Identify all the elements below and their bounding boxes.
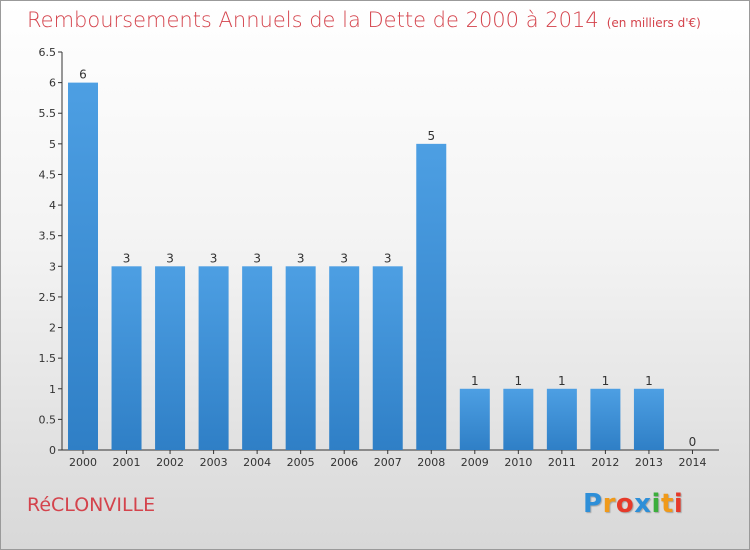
bar xyxy=(329,266,360,450)
y-tick-label: 1 xyxy=(49,383,56,396)
chart-unit-note: (en milliers d'€) xyxy=(606,16,701,30)
bar xyxy=(285,266,316,450)
data-label: 3 xyxy=(253,251,261,265)
x-tick-label: 2002 xyxy=(156,456,184,469)
x-tick-label: 2011 xyxy=(548,456,576,469)
bar xyxy=(633,388,664,450)
bar xyxy=(68,82,98,450)
x-tick-label: 2007 xyxy=(374,456,402,469)
data-label: 1 xyxy=(515,374,523,388)
data-label: 3 xyxy=(123,251,131,265)
data-label: 1 xyxy=(645,374,653,388)
y-tick-label: 5 xyxy=(49,138,56,151)
data-label: 3 xyxy=(297,251,305,265)
data-label: 1 xyxy=(471,374,479,388)
bar xyxy=(155,266,186,450)
bar xyxy=(111,266,142,450)
bar xyxy=(459,388,490,450)
x-tick-label: 2012 xyxy=(591,456,619,469)
y-tick-label: 6 xyxy=(49,77,56,90)
bar xyxy=(198,266,229,450)
logo-letter: i xyxy=(651,489,661,519)
y-tick-label: 2 xyxy=(49,322,56,335)
bar xyxy=(372,266,403,450)
x-tick-label: 2000 xyxy=(69,456,97,469)
y-tick-label: 4 xyxy=(49,199,56,212)
data-label: 3 xyxy=(210,251,218,265)
data-label: 3 xyxy=(166,251,174,265)
data-label: 5 xyxy=(427,129,435,143)
x-tick-label: 2014 xyxy=(678,456,706,469)
x-tick-label: 2004 xyxy=(243,456,271,469)
x-tick-label: 2001 xyxy=(113,456,141,469)
bar xyxy=(590,388,621,450)
chart-title-main: Remboursements Annuels de la Dette de 20… xyxy=(27,8,599,32)
y-tick-label: 4.5 xyxy=(39,168,57,181)
y-tick-label: 3 xyxy=(49,260,56,273)
data-label: 3 xyxy=(340,251,348,265)
y-tick-label: 3.5 xyxy=(39,230,57,243)
logo-letter: t xyxy=(660,489,674,519)
chart-title: Remboursements Annuels de la Dette de 20… xyxy=(27,8,701,32)
bar xyxy=(416,143,447,450)
x-tick-label: 2006 xyxy=(330,456,358,469)
bar xyxy=(242,266,273,450)
y-tick-label: 0 xyxy=(49,444,56,457)
data-label: 6 xyxy=(79,68,87,82)
logo-letter: r xyxy=(602,489,616,519)
bar xyxy=(546,388,577,450)
x-tick-label: 2009 xyxy=(461,456,489,469)
x-tick-label: 2013 xyxy=(635,456,663,469)
logo-letter: o xyxy=(615,489,635,519)
y-tick-label: 5.5 xyxy=(39,107,57,120)
data-label: 3 xyxy=(384,251,392,265)
proxiti-logo: Proxiti xyxy=(583,489,683,519)
x-tick-label: 2005 xyxy=(287,456,315,469)
logo-letter: x xyxy=(634,489,652,519)
y-tick-label: 1.5 xyxy=(39,352,57,365)
y-tick-label: 0.5 xyxy=(39,413,57,426)
data-label: 1 xyxy=(602,374,610,388)
y-tick-label: 6.5 xyxy=(39,46,57,59)
data-label: 0 xyxy=(689,435,697,449)
x-tick-label: 2008 xyxy=(417,456,445,469)
x-tick-label: 2010 xyxy=(504,456,532,469)
bar xyxy=(503,388,534,450)
data-label: 1 xyxy=(558,374,566,388)
logo-letter: i xyxy=(673,489,684,519)
logo-letter: P xyxy=(583,489,603,519)
y-tick-label: 2.5 xyxy=(39,291,57,304)
x-tick-label: 2003 xyxy=(200,456,228,469)
city-name: RéCLONVILLE xyxy=(27,494,156,516)
